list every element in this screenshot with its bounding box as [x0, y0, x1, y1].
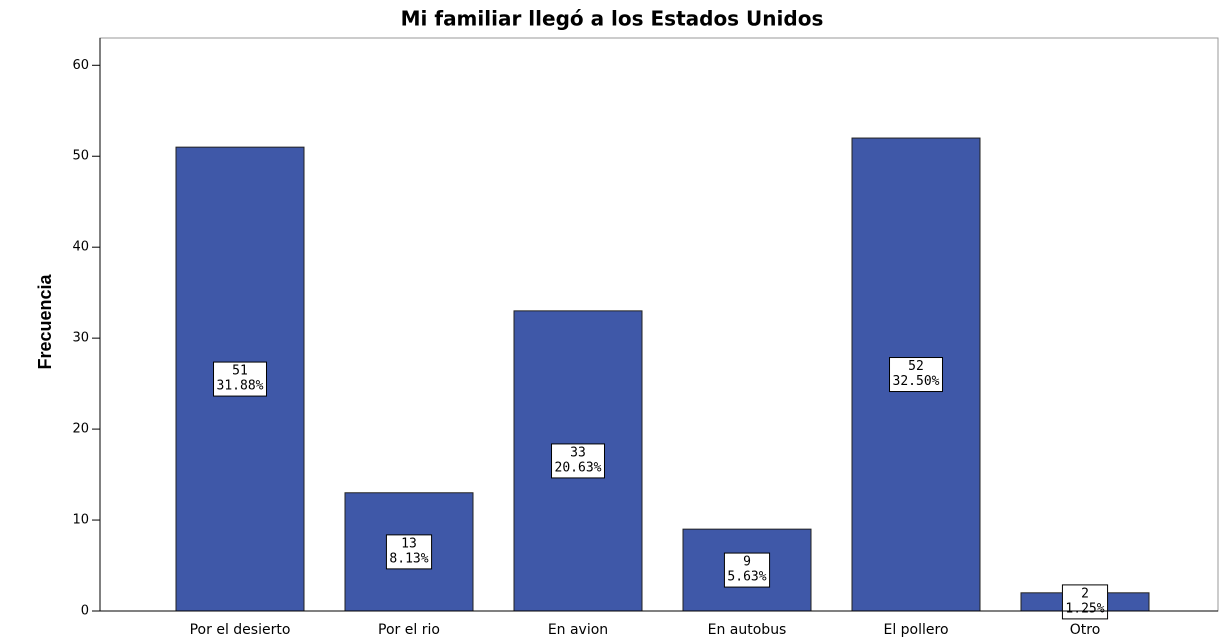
percent-label: 31.88%: [217, 379, 264, 394]
data-label-box: [385, 534, 433, 570]
x-tick-label: Por el rio: [378, 622, 440, 638]
y-axis-label: Frecuencia: [35, 273, 55, 369]
y-tick-label: 50: [72, 149, 89, 164]
data-label: 52: [908, 359, 924, 374]
percent-label: 1.25%: [1065, 601, 1104, 616]
data-label-box: [723, 552, 771, 588]
y-tick-label: 60: [72, 58, 89, 73]
y-tick-label: 0: [81, 604, 89, 619]
data-label: 13: [401, 536, 417, 551]
percent-label: 8.13%: [389, 551, 428, 566]
chart-title: Mi familiar llegó a los Estados Unidos: [401, 7, 824, 31]
data-label: 9: [743, 555, 751, 570]
y-tick-label: 40: [72, 240, 89, 255]
x-tick-label: El pollero: [883, 622, 948, 638]
y-tick-label: 10: [72, 513, 89, 528]
percent-label: 20.63%: [555, 460, 602, 475]
data-label-box: [889, 357, 943, 393]
x-tick-label: Otro: [1070, 622, 1101, 638]
data-label: 51: [232, 364, 248, 379]
data-label: 33: [570, 445, 586, 460]
data-label: 2: [1081, 586, 1089, 601]
percent-label: 32.50%: [893, 374, 940, 389]
y-tick-label: 20: [72, 422, 89, 437]
x-tick-label: En avion: [548, 622, 608, 638]
x-tick-label: Por el desierto: [190, 622, 291, 638]
data-label-box: [551, 443, 605, 479]
data-label-box: [213, 361, 267, 397]
x-tick-label: En autobus: [708, 622, 787, 638]
y-tick-label: 30: [72, 331, 89, 346]
percent-label: 5.63%: [727, 570, 766, 585]
data-label-box: [1061, 584, 1109, 620]
